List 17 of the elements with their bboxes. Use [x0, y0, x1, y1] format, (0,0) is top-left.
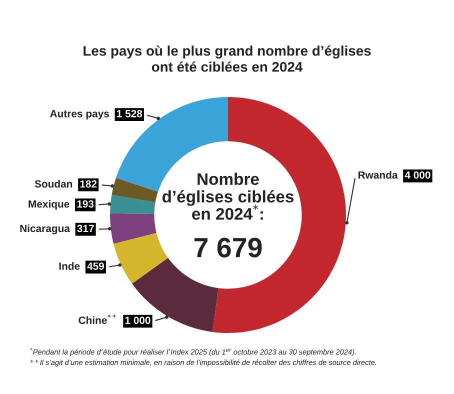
chart-title: Les pays où le plus grand nombre d’églises ont été ciblées en 2024: [84, 45, 371, 72]
data-label: 182: [80, 180, 97, 188]
text: Nombre d’églises ciblées en 2024$^{*}$:: [162, 172, 294, 220]
slice-label: Nicaragua: [20, 224, 70, 234]
data-label: 1 528: [117, 110, 142, 118]
data-label: 1 000: [125, 316, 150, 324]
data-label: 193: [77, 200, 94, 208]
slice-label: Rwanda: [358, 171, 398, 179]
data-label: 317: [77, 224, 94, 232]
slice-label: Soudan: [34, 180, 72, 188]
slice-label: Chine$^{**}$: [78, 314, 116, 324]
data-label: 459: [87, 262, 104, 270]
slice-label: Autres pays: [50, 110, 109, 120]
slice-label: Inde: [59, 262, 80, 270]
text: 7 679: [194, 238, 262, 258]
slice-label: Mexique: [28, 200, 70, 210]
data-label: 4 000: [404, 171, 430, 179]
